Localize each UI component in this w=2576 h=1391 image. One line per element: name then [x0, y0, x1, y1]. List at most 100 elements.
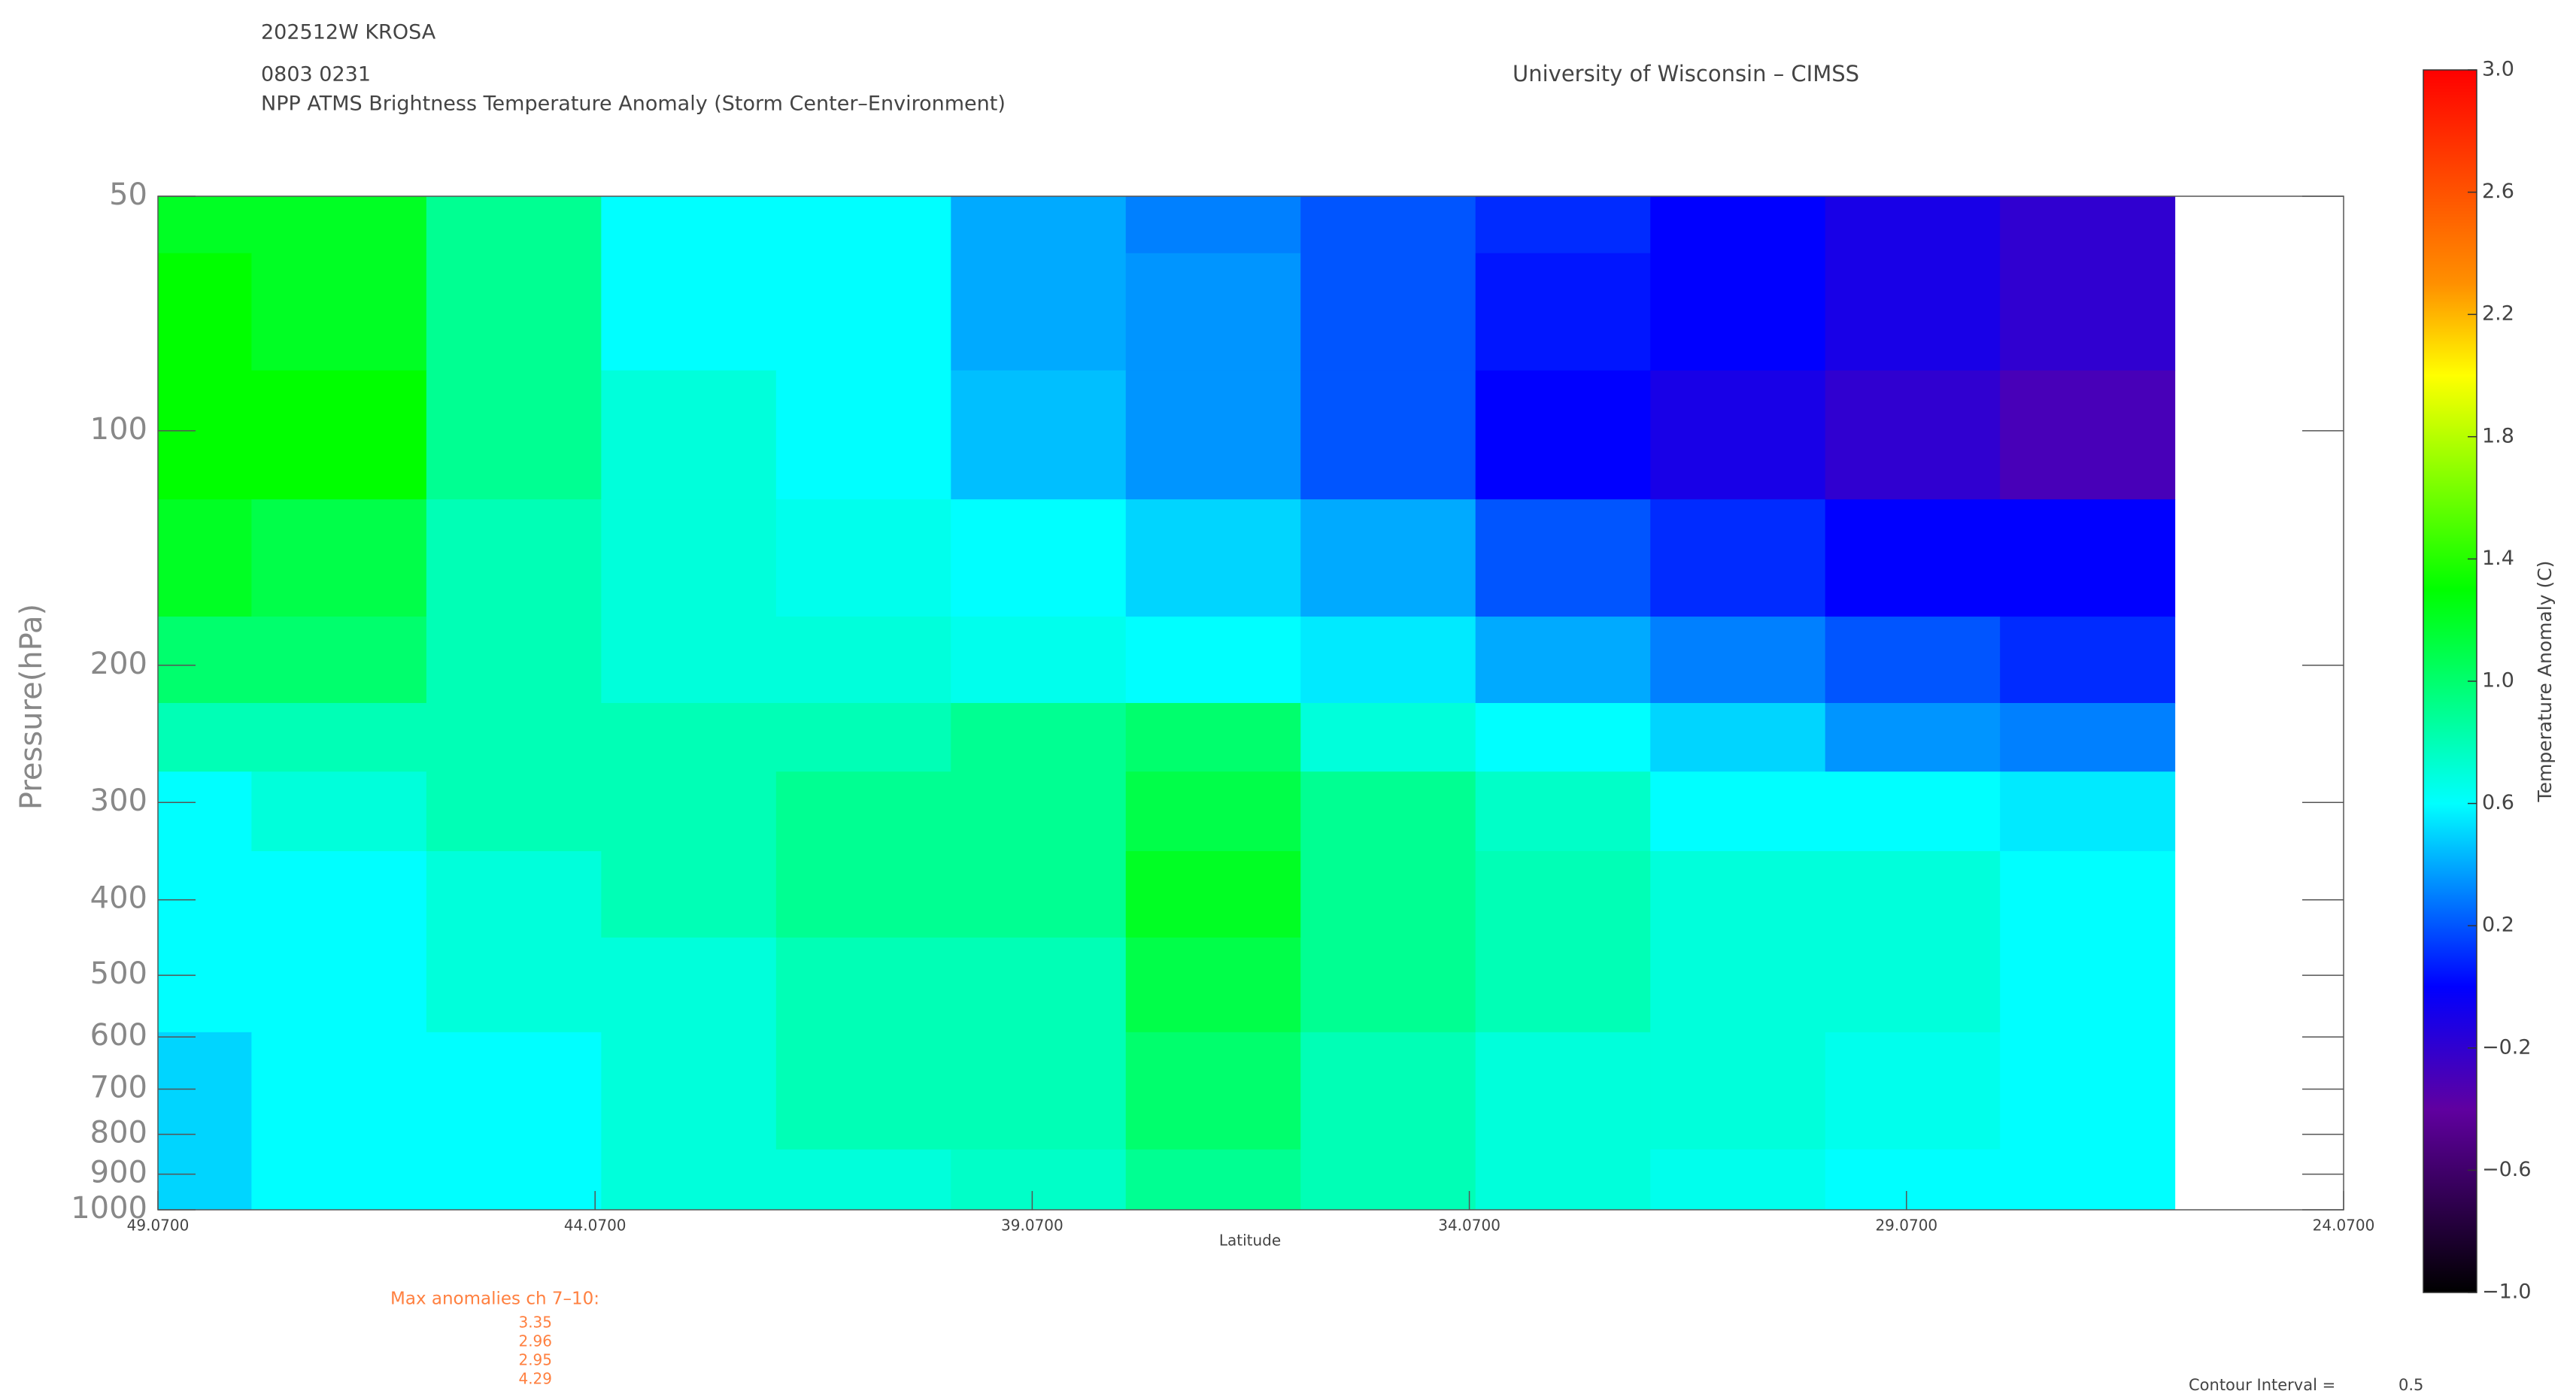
contour-interval-label: Contour Interval =	[2189, 1376, 2335, 1391]
cells	[158, 196, 2176, 1211]
cell	[2000, 937, 2176, 1033]
cell	[601, 370, 777, 500]
cell	[775, 1032, 951, 1150]
cell	[1300, 937, 1476, 1033]
cell	[426, 617, 602, 704]
cell	[1300, 370, 1476, 500]
cell	[601, 617, 777, 704]
cell	[775, 370, 951, 500]
colorbar-tick-label: 0.2	[2482, 914, 2514, 937]
max-anomaly: 3.35	[518, 1314, 552, 1332]
cell	[1475, 771, 1651, 852]
cell	[2000, 1149, 2176, 1211]
cell	[2000, 1032, 2176, 1150]
y-tick-label: 500	[90, 956, 147, 991]
y-tick-label: 600	[90, 1018, 147, 1053]
x-tick-label: 49.0700	[127, 1217, 190, 1235]
cell	[426, 703, 602, 772]
cell	[1825, 499, 2001, 617]
colorbar-tick-label: 2.2	[2482, 302, 2514, 326]
cell	[951, 499, 1127, 617]
cell	[951, 703, 1127, 772]
colorbar-tick-label: 0.6	[2482, 791, 2514, 814]
cell	[1650, 1149, 1826, 1211]
cell	[2000, 617, 2176, 704]
cell	[1650, 1032, 1826, 1150]
cell	[775, 617, 951, 704]
cell	[426, 370, 602, 500]
cell	[251, 850, 427, 938]
cell	[426, 1032, 602, 1150]
cell	[1825, 1149, 2001, 1211]
cell	[426, 253, 602, 371]
y-tick-label: 700	[90, 1071, 147, 1105]
cell	[1650, 617, 1826, 704]
cell	[251, 370, 427, 500]
colorbar-tick-label: −1.0	[2482, 1280, 2532, 1304]
y-tick-label: 900	[90, 1156, 147, 1190]
cell	[951, 850, 1127, 938]
cell	[601, 1149, 777, 1211]
y-tick-label: 200	[90, 647, 147, 681]
cell	[1300, 617, 1476, 704]
cell	[251, 499, 427, 617]
cell	[1475, 370, 1651, 500]
cell	[775, 937, 951, 1033]
colorbar-tick-label: 1.8	[2482, 424, 2514, 447]
max-anomalies-title: Max anomalies ch 7–10:	[390, 1289, 599, 1309]
cell	[1475, 1149, 1651, 1211]
cell	[1475, 937, 1651, 1033]
x-tick-label: 44.0700	[564, 1217, 627, 1235]
y-tick-label: 100	[90, 412, 147, 447]
cell	[951, 937, 1127, 1033]
cell	[1650, 771, 1826, 852]
header-line: NPP ATMS Brightness Temperature Anomaly …	[261, 92, 1006, 116]
cell	[1825, 771, 2001, 852]
cell	[158, 850, 252, 938]
cell	[1125, 370, 1301, 500]
cell	[775, 850, 951, 938]
cell	[1125, 771, 1301, 852]
cell	[1475, 850, 1651, 938]
cell	[601, 850, 777, 938]
cell	[158, 617, 252, 704]
cell	[1125, 196, 1301, 254]
cell	[1650, 703, 1826, 772]
cell	[158, 1149, 252, 1211]
x-axis-label: Latitude	[1219, 1232, 1281, 1250]
cell	[775, 196, 951, 254]
cell	[1300, 850, 1476, 938]
cell	[1475, 253, 1651, 371]
cell	[601, 937, 777, 1033]
cell	[1825, 937, 2001, 1033]
cell	[426, 1149, 602, 1211]
cell	[1125, 703, 1301, 772]
cell	[426, 499, 602, 617]
cell	[1300, 196, 1476, 254]
cell	[775, 1149, 951, 1211]
cell	[158, 1032, 252, 1150]
max-anomaly: 2.95	[518, 1351, 552, 1369]
colorbar-tick-label: −0.2	[2482, 1035, 2532, 1059]
x-tick-label: 34.0700	[1438, 1217, 1500, 1235]
cell	[601, 253, 777, 371]
header-line: 0803 0231	[261, 63, 371, 86]
cell	[1300, 499, 1476, 617]
cell	[2000, 703, 2176, 772]
cell	[1125, 937, 1301, 1033]
cell	[1825, 617, 2001, 704]
cell	[775, 771, 951, 852]
cell	[158, 253, 252, 371]
cell	[775, 703, 951, 772]
colorbar-tick-label: −0.6	[2482, 1158, 2532, 1181]
cell	[1825, 1032, 2001, 1150]
y-tick-label: 300	[90, 783, 147, 818]
cell	[426, 196, 602, 254]
cell	[1475, 1032, 1651, 1150]
cell	[601, 196, 777, 254]
cell	[1825, 703, 2001, 772]
cell	[951, 617, 1127, 704]
cell	[158, 499, 252, 617]
colorbar-tick-label: 3.0	[2482, 58, 2514, 81]
cell	[951, 1149, 1127, 1211]
